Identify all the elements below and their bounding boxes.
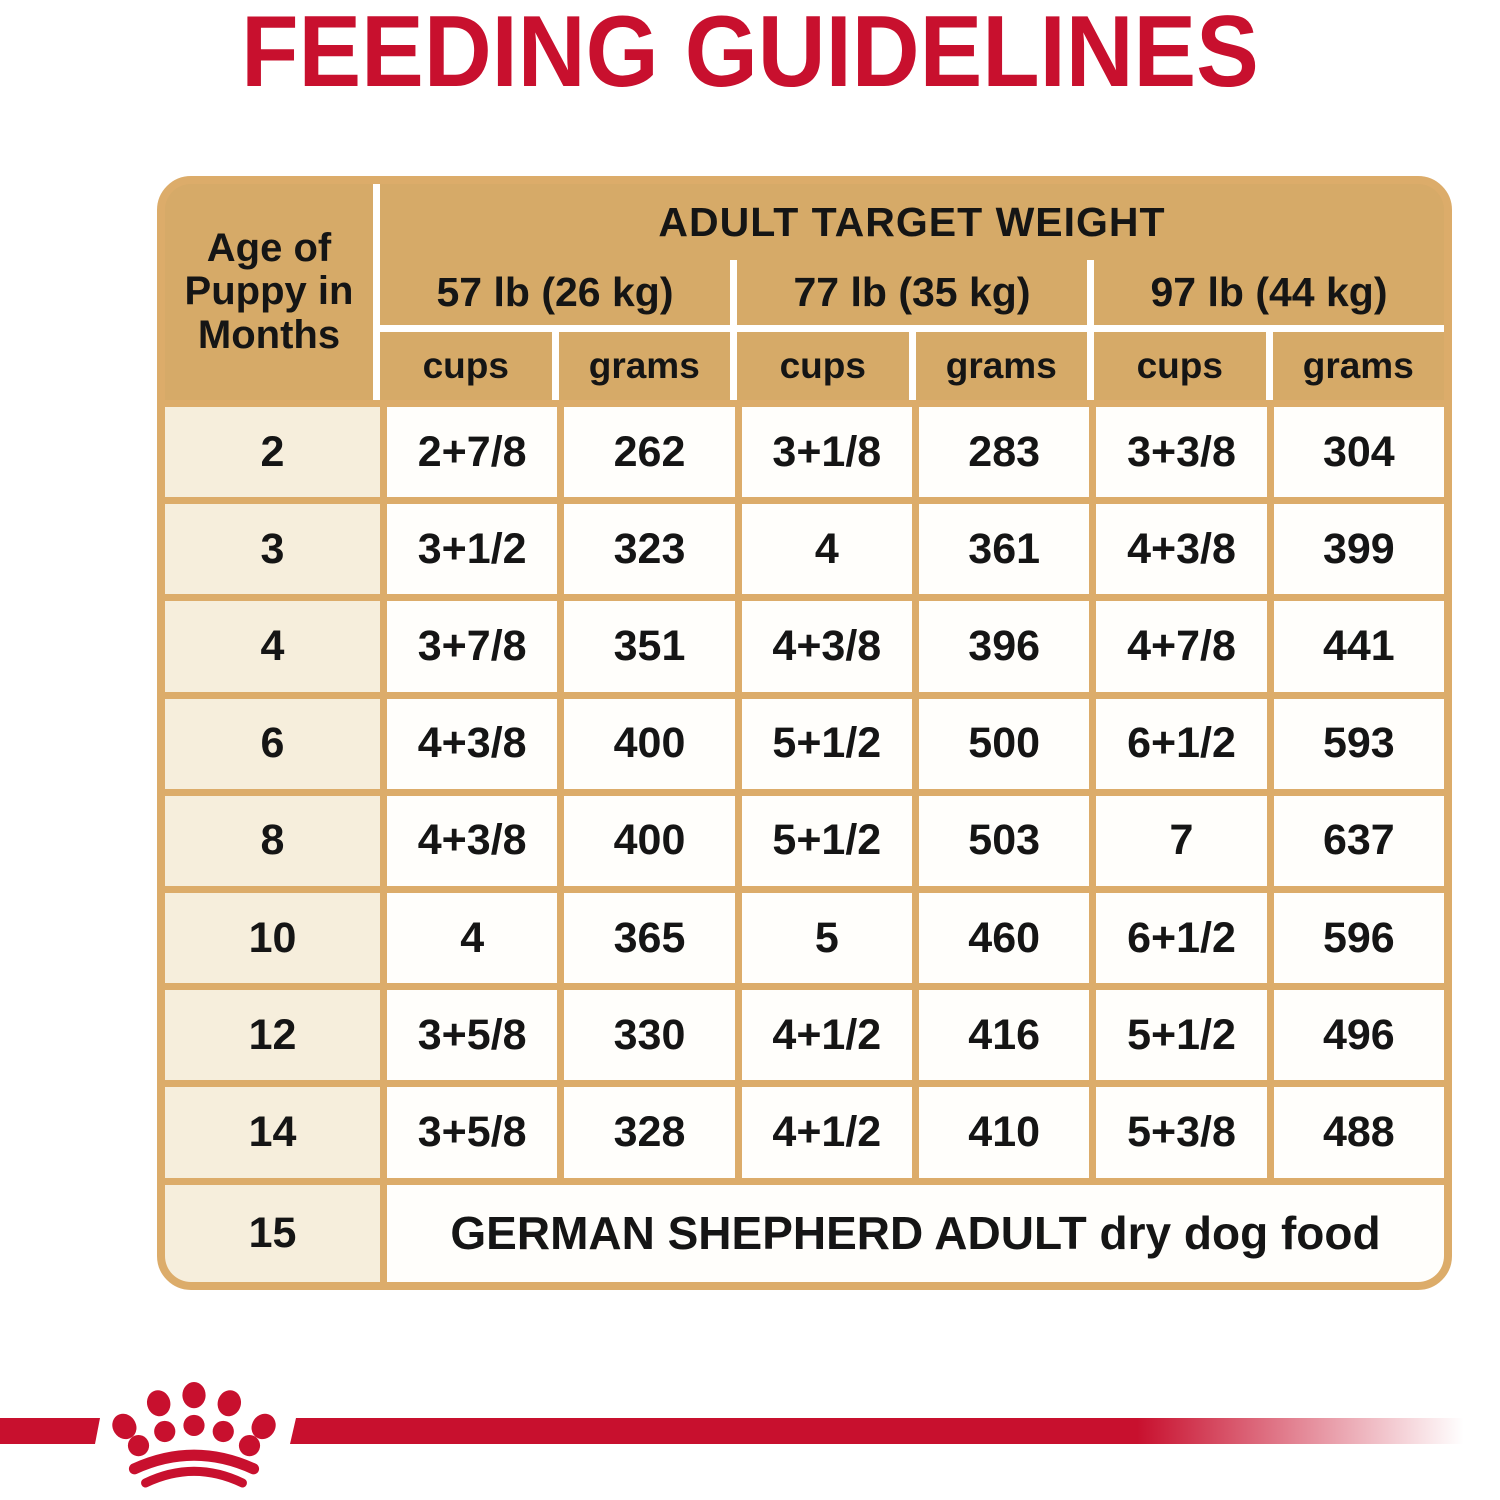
value-cell: 323 — [564, 504, 735, 595]
value-cell: 460 — [918, 892, 1090, 984]
value-cell: 441 — [1273, 601, 1444, 692]
grams-label: grams — [551, 332, 731, 400]
value-cell: 4 — [387, 892, 558, 984]
age-cell: 15 — [165, 1184, 380, 1282]
cups-label: cups — [1087, 332, 1266, 400]
value-cell: 4+7/8 — [1096, 601, 1267, 692]
value-cell: 3+5/8 — [387, 1087, 558, 1178]
value-cell: 5+1/2 — [741, 698, 912, 789]
value-cell: 399 — [1273, 504, 1444, 595]
age-cell: 10 — [165, 892, 380, 984]
red-ribbon-left — [0, 1418, 100, 1444]
value-cell: 4+3/8 — [387, 795, 558, 886]
value-cell: 500 — [918, 698, 1090, 789]
red-ribbon-right — [290, 1418, 1500, 1444]
age-column-header: Age of Puppy in Months — [165, 184, 380, 400]
age-cell: 12 — [165, 990, 380, 1081]
value-cell: 7 — [1096, 795, 1267, 886]
value-cell: 2+7/8 — [387, 407, 558, 498]
cups-label: cups — [730, 332, 909, 400]
value-cell: 361 — [918, 504, 1090, 595]
value-cell: 593 — [1273, 698, 1444, 789]
weight-77lb-label: 77 lb (35 kg) — [730, 260, 1087, 325]
feeding-table: Age of Puppy in Months ADULT TARGET WEIG… — [157, 176, 1452, 1290]
unit-labels-row: cups grams cups grams cups grams — [380, 332, 1444, 400]
age-header-line: Puppy in — [184, 269, 354, 314]
grams-label: grams — [1265, 332, 1445, 400]
value-cell: 496 — [1273, 990, 1444, 1081]
value-cell: 365 — [564, 892, 735, 984]
value-cell: 503 — [918, 795, 1090, 886]
table-body: 2 2+7/8 262 3+1/8 283 3+3/8 304 3 3+1/2 … — [165, 400, 1444, 1282]
age-header-line: Age of — [206, 226, 332, 271]
value-cell: 330 — [564, 990, 735, 1081]
value-cell: 262 — [564, 407, 735, 498]
value-cell: 3+7/8 — [387, 601, 558, 692]
age-cell: 6 — [165, 698, 380, 789]
value-cell: 328 — [564, 1087, 735, 1178]
value-cell: 4+1/2 — [741, 990, 912, 1081]
cups-label: cups — [422, 345, 509, 386]
value-cell: 5+3/8 — [1096, 1087, 1267, 1178]
weight-97lb-label: 97 lb (44 kg) — [1087, 260, 1444, 325]
value-cell: 488 — [1273, 1087, 1444, 1178]
age-cell: 3 — [165, 504, 380, 595]
footer-note: GERMAN SHEPHERD ADULT dry dog food — [387, 1184, 1444, 1282]
age-header-line: Months — [197, 312, 341, 357]
grams-label: grams — [908, 332, 1088, 400]
value-cell: 400 — [564, 698, 735, 789]
weight-header-group: ADULT TARGET WEIGHT 57 lb (26 kg) 77 lb … — [380, 184, 1444, 400]
age-cell: 8 — [165, 795, 380, 886]
value-cell: 410 — [918, 1087, 1090, 1178]
age-cell: 14 — [165, 1087, 380, 1178]
value-cell: 4+1/2 — [741, 1087, 912, 1178]
value-cell: 6+1/2 — [1096, 892, 1267, 984]
age-cell: 2 — [165, 407, 380, 498]
weight-labels-row: 57 lb (26 kg) 77 lb (35 kg) 97 lb (44 kg… — [380, 260, 1444, 332]
table-header: Age of Puppy in Months ADULT TARGET WEIG… — [165, 184, 1444, 400]
value-cell: 596 — [1273, 892, 1444, 984]
value-cell: 6+1/2 — [1096, 698, 1267, 789]
page-title: FEEDING GUIDELINES — [241, 0, 1259, 108]
value-cell: 4+3/8 — [387, 698, 558, 789]
royal-canin-crown-icon — [112, 1382, 276, 1488]
value-cell: 351 — [564, 601, 735, 692]
age-cell: 4 — [165, 601, 380, 692]
adult-target-weight-label: ADULT TARGET WEIGHT — [658, 198, 1166, 245]
value-cell: 4 — [741, 504, 912, 595]
value-cell: 283 — [918, 407, 1090, 498]
value-cell: 400 — [564, 795, 735, 886]
value-cell: 5 — [741, 892, 912, 984]
value-cell: 5+1/2 — [1096, 990, 1267, 1081]
weight-57lb-label: 57 lb (26 kg) — [436, 269, 674, 315]
value-cell: 3+1/8 — [741, 407, 912, 498]
value-cell: 304 — [1273, 407, 1444, 498]
value-cell: 3+5/8 — [387, 990, 558, 1081]
value-cell: 3+3/8 — [1096, 407, 1267, 498]
value-cell: 4+3/8 — [1096, 504, 1267, 595]
value-cell: 3+1/2 — [387, 504, 558, 595]
value-cell: 4+3/8 — [741, 601, 912, 692]
value-cell: 5+1/2 — [741, 795, 912, 886]
value-cell: 416 — [918, 990, 1090, 1081]
value-cell: 637 — [1273, 795, 1444, 886]
value-cell: 396 — [918, 601, 1090, 692]
